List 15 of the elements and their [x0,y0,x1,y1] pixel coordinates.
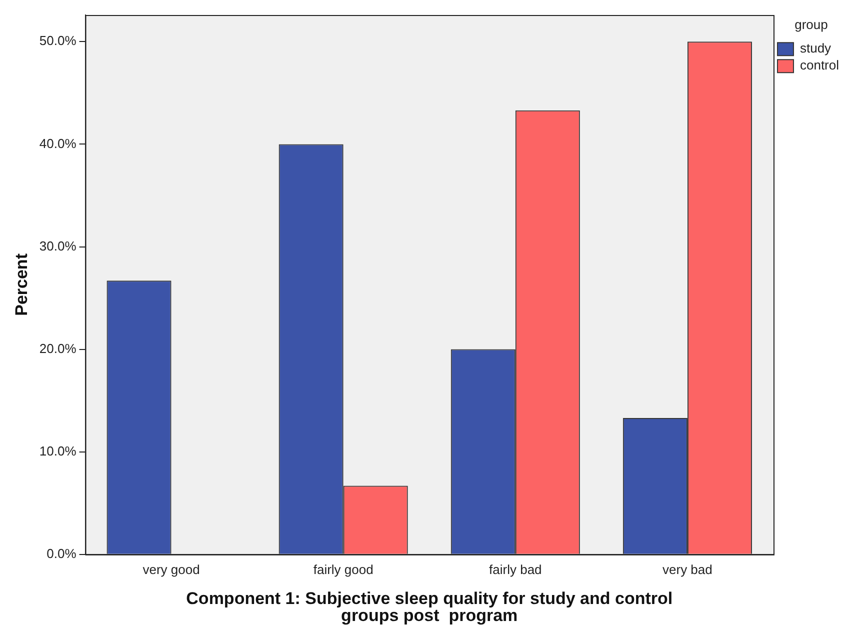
x-tick-label: very bad [662,562,712,577]
x-tick-label: very good [142,562,200,577]
x-tick-label: fairly bad [489,562,542,577]
legend-label: study [800,40,832,56]
y-tick-label: 10.0% [39,443,77,458]
legend-label: control [800,58,840,73]
y-tick-label: 20.0% [39,340,77,356]
x-tick-label: fairly good [313,562,374,577]
y-axis-title: Percent [12,253,31,316]
legend-title: group [794,17,828,32]
y-tick-label: 50.0% [39,33,77,48]
y-tick-label: 0.0% [46,546,77,561]
y-tick-label: 30.0% [39,238,77,254]
y-tick-label: 40.0% [39,136,77,151]
x-axis-title: Component 1: Subjective sleep quality for study and control groups post program [186,589,673,626]
